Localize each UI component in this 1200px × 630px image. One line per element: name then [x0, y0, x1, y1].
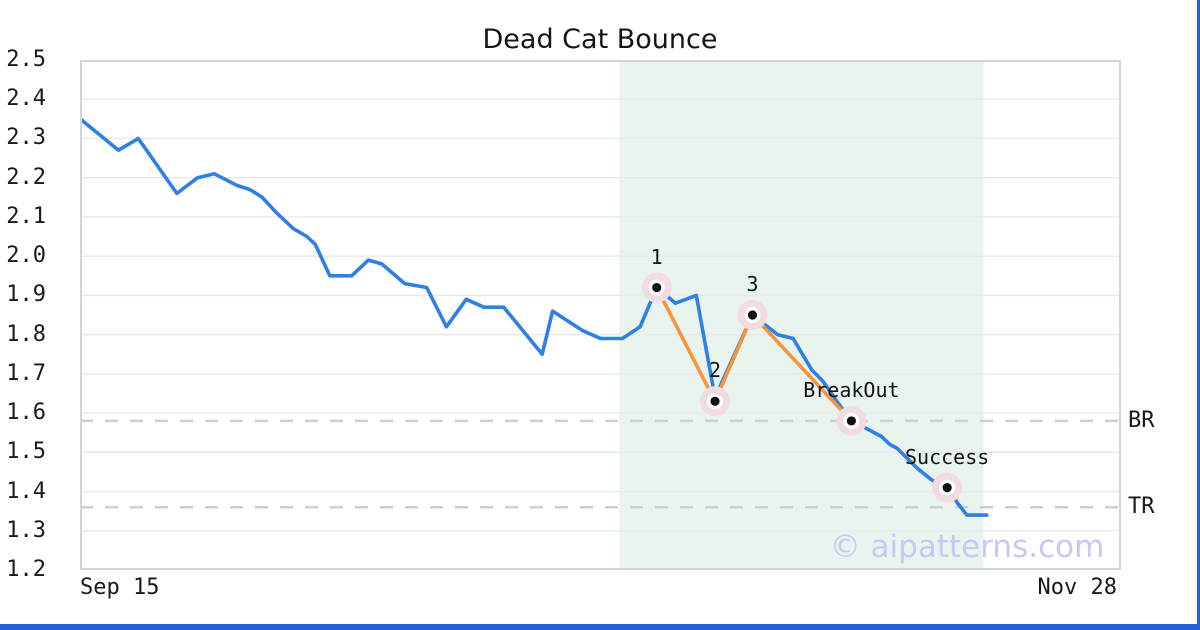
pattern-line — [654, 285, 854, 423]
y-tick-label: 2.2 — [6, 164, 46, 190]
marker-dot — [846, 416, 856, 426]
x-tick-label-end: Nov 28 — [1037, 575, 1117, 600]
y-tick-label: 1.3 — [6, 517, 46, 543]
y-tick-label: 2.3 — [6, 125, 46, 151]
watermark: © aipatterns.com — [829, 529, 1105, 565]
frame-right-bar — [1197, 0, 1200, 630]
marker-label-2: 2 — [708, 358, 722, 383]
marker-label-breakout: BreakOut — [803, 377, 900, 402]
y-tick-label: 2.4 — [6, 86, 46, 112]
frame-bottom-bar — [0, 624, 1200, 630]
marker-label-3: 3 — [746, 272, 759, 296]
chart-title: Dead Cat Bounce — [482, 24, 718, 55]
y-tick-label: 2.0 — [6, 243, 46, 269]
y-tick-label: 1.7 — [6, 360, 46, 386]
plot-border — [80, 60, 1121, 570]
y-tick-label: 2.1 — [6, 203, 46, 229]
pattern-shaded-region — [619, 60, 984, 570]
y-tick-label: 1.6 — [6, 400, 46, 426]
y-tick-label: 2.5 — [6, 47, 46, 72]
y-tick-label: 1.8 — [6, 321, 46, 347]
marker-dot — [652, 282, 662, 293]
marker-label-success: Success — [904, 444, 990, 469]
marker-dot — [747, 310, 758, 320]
y-tick-label: 1.5 — [6, 439, 46, 465]
level-label-tr: TR — [1128, 494, 1155, 520]
level-label-br: BR — [1128, 407, 1155, 433]
plot-area — [80, 60, 1121, 570]
marker-dot — [942, 483, 952, 493]
y-tick-label: 1.9 — [6, 282, 46, 308]
y-tick-label: 1.4 — [6, 478, 46, 504]
marker-dot — [710, 396, 720, 406]
price-line — [80, 116, 989, 517]
marker-label-1: 1 — [650, 244, 663, 269]
y-tick-label: 1.2 — [6, 557, 46, 582]
x-tick-label-start: Sep 15 — [80, 575, 160, 600]
